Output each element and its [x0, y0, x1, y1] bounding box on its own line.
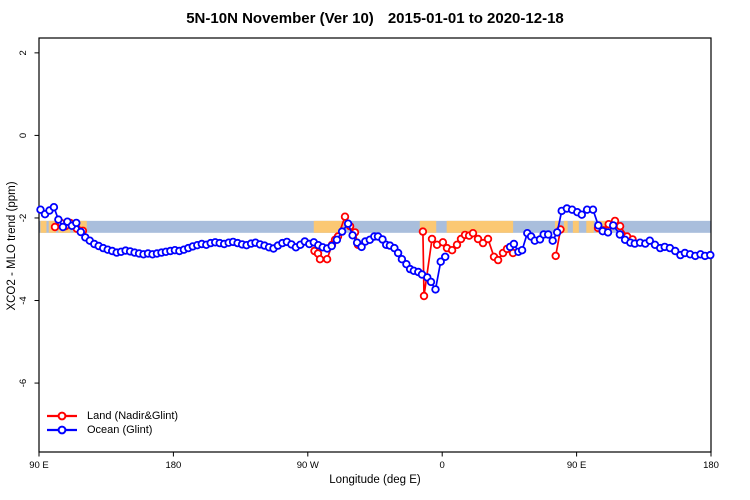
svg-text:-2: -2: [18, 214, 29, 222]
series-ocean: [36, 202, 715, 294]
chart-title-main: 5N-10N November (Ver 10): [186, 10, 374, 27]
svg-text:180: 180: [703, 460, 719, 471]
legend: Land (Nadir&Glint) Ocean (Glint): [46, 409, 178, 437]
svg-text:2: 2: [18, 50, 29, 55]
x-axis-label: Longitude (deg E): [329, 474, 421, 486]
svg-text:90 E: 90 E: [29, 460, 49, 471]
legend-row-land: Land (Nadir&Glint): [46, 409, 178, 423]
legend-ocean-glyph: [47, 425, 77, 435]
svg-text:0: 0: [440, 460, 445, 471]
svg-text:90 E: 90 E: [567, 460, 587, 471]
svg-text:90 W: 90 W: [297, 460, 319, 471]
chart-title-dates: 2015-01-01 to 2020-12-18: [387, 10, 564, 27]
legend-label-ocean: Ocean (Glint): [87, 424, 153, 436]
legend-land-glyph: [47, 411, 77, 421]
legend-label-land: Land (Nadir&Glint): [87, 410, 179, 422]
svg-text:180: 180: [165, 460, 181, 471]
axes-and-ticks: 90 E 180 90 W 0 90 E 180 2 0 -2 -4 -6: [18, 37, 719, 471]
svg-text:-6: -6: [18, 379, 29, 387]
chart-title: 5N-10N November (Ver 10) 2015-01-01 to 20…: [0, 10, 750, 27]
svg-text:-4: -4: [18, 296, 29, 304]
svg-text:0: 0: [18, 133, 29, 138]
legend-row-ocean: Ocean (Glint): [46, 423, 178, 437]
